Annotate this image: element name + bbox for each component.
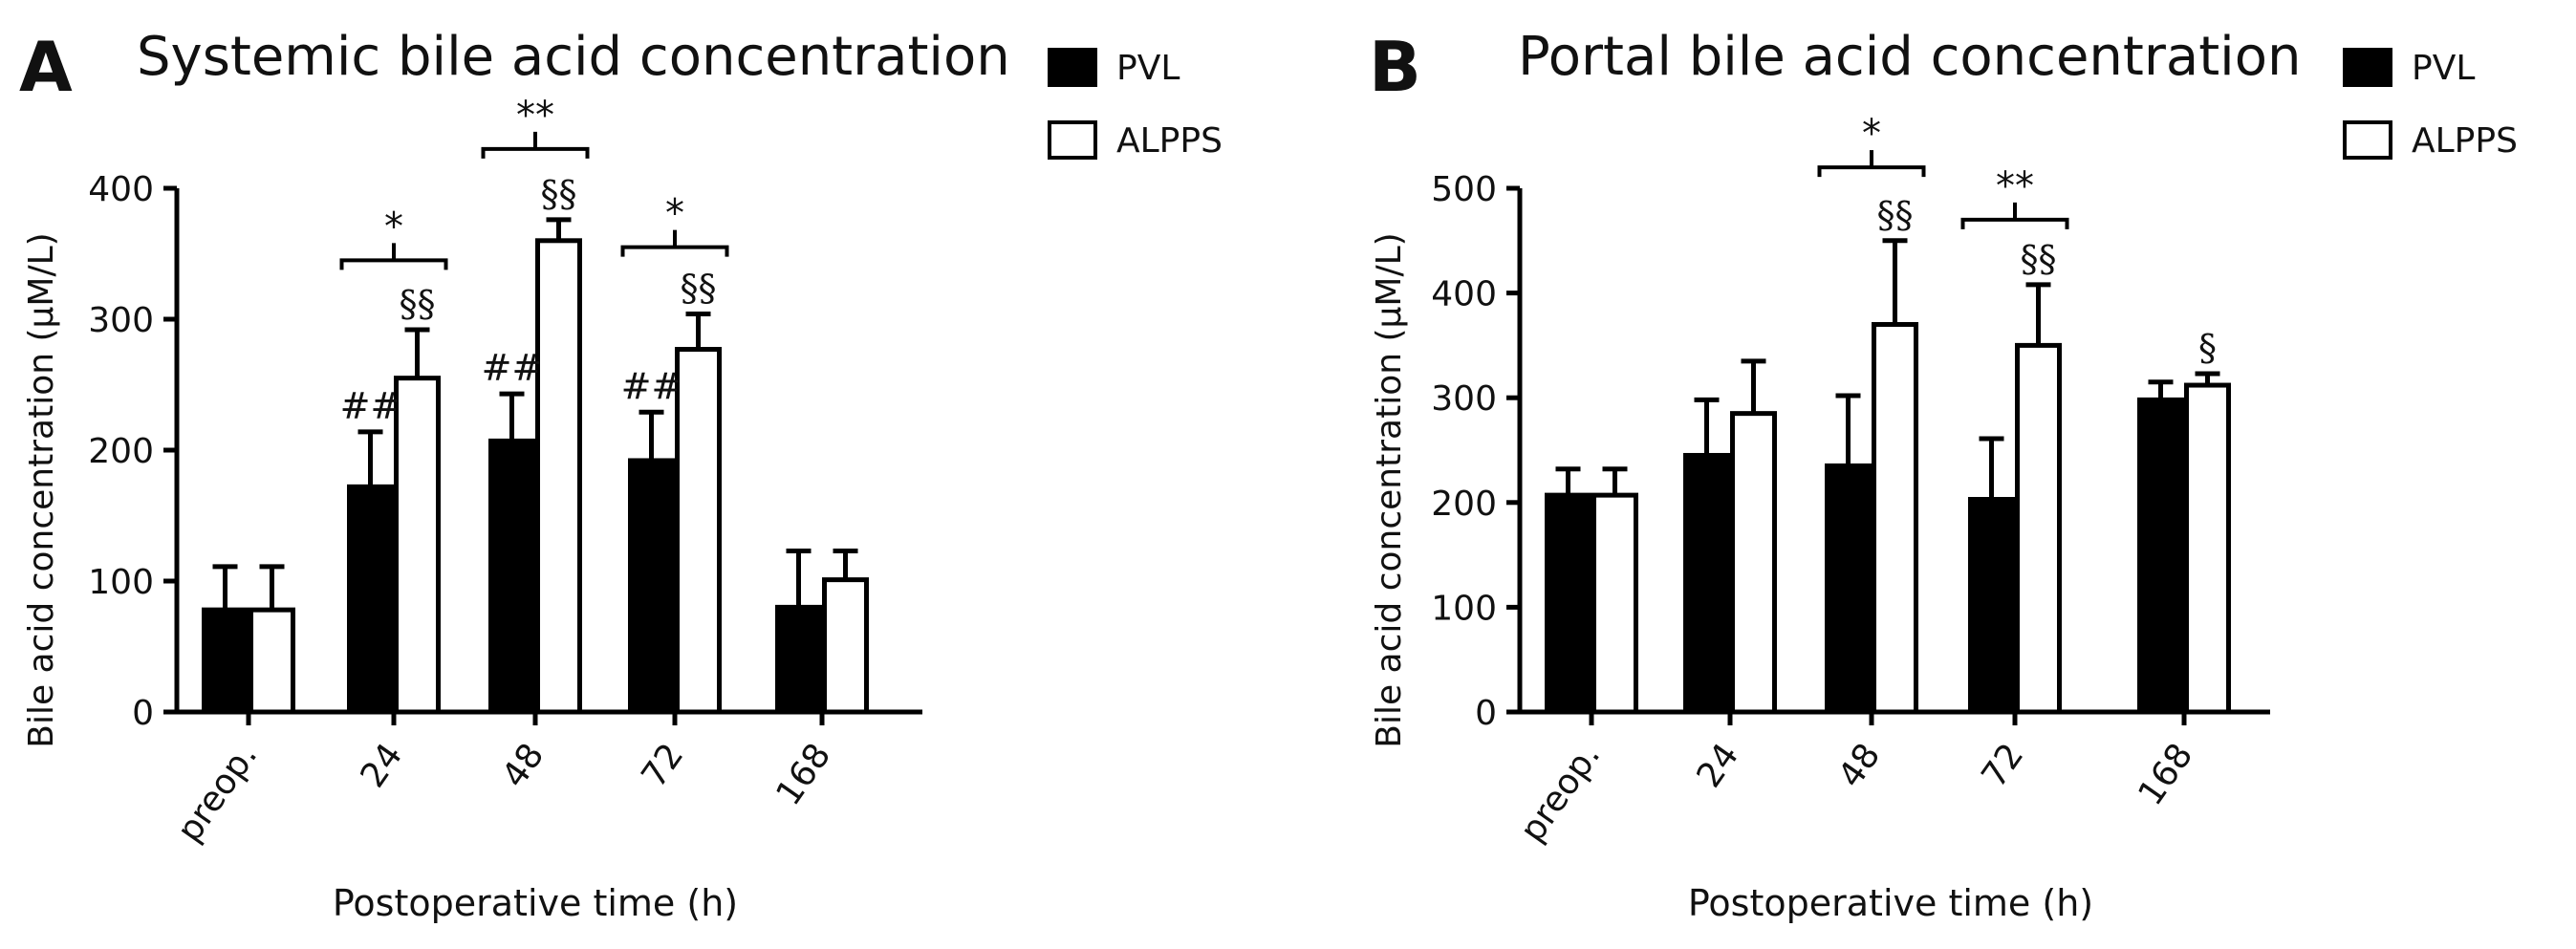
panel-b-y-axis-label: Bile acid concentration (μM/L) bbox=[1370, 232, 1409, 747]
significance-bracket bbox=[620, 245, 729, 257]
bar-pvl bbox=[775, 604, 822, 715]
bar-alpps bbox=[822, 577, 869, 715]
bar-alpps bbox=[394, 376, 441, 715]
x-tick-label: 48 bbox=[1831, 737, 1889, 795]
legend-label-alpps: ALPPS bbox=[1116, 121, 1223, 161]
panel-b-letter: B bbox=[1369, 27, 1421, 107]
y-tick-label: 300 bbox=[88, 301, 154, 340]
y-tick-label: 400 bbox=[1431, 275, 1497, 314]
x-tick-label: 72 bbox=[1975, 737, 2032, 795]
panel-a-title: Systemic bile acid concentration bbox=[137, 26, 1010, 88]
panel-b-x-axis-label: Postoperative time (h) bbox=[1688, 882, 2093, 924]
legend-swatch-pvl bbox=[1048, 48, 1097, 87]
bar-pvl bbox=[1683, 452, 1730, 715]
x-tick-label: 72 bbox=[635, 737, 692, 795]
significance-stars: * bbox=[665, 192, 684, 236]
bar-alpps bbox=[675, 347, 722, 715]
x-tick-label: preop. bbox=[1513, 737, 1609, 850]
legend-label-pvl: PVL bbox=[1116, 49, 1180, 88]
panel-a-chart: A Systemic bile acid concentration PVL A… bbox=[19, 26, 1223, 924]
bar-pvl bbox=[1968, 497, 2015, 715]
y-tick-label: 300 bbox=[1431, 379, 1497, 419]
x-tick-label: 24 bbox=[1690, 737, 1747, 795]
x-tick-label: 168 bbox=[2131, 737, 2200, 813]
bar-pvl bbox=[628, 458, 675, 715]
bar-alpps bbox=[1872, 321, 1918, 715]
significance-stars: ** bbox=[516, 94, 554, 138]
panel-a-legend: PVL ALPPS bbox=[1048, 48, 1223, 161]
y-tick-label: 100 bbox=[1431, 589, 1497, 628]
bar-alpps bbox=[1591, 492, 1638, 715]
significance-marker: §§ bbox=[541, 173, 577, 215]
significance-bracket bbox=[339, 258, 448, 270]
significance-bracket bbox=[481, 146, 590, 159]
y-tick-label: 500 bbox=[1431, 170, 1497, 209]
significance-marker: ## bbox=[482, 347, 543, 389]
legend-swatch-alpps bbox=[2343, 120, 2392, 160]
significance-marker: §§ bbox=[1877, 194, 1914, 236]
significance-marker: ## bbox=[621, 365, 682, 407]
significance-stars: * bbox=[1862, 112, 1881, 156]
x-tick-label: preop. bbox=[170, 737, 266, 850]
y-tick-label: 0 bbox=[132, 694, 154, 733]
bar-pvl bbox=[1825, 463, 1872, 715]
legend-swatch-pvl bbox=[2343, 48, 2392, 87]
significance-bracket bbox=[1960, 217, 2069, 229]
legend-swatch-alpps bbox=[1048, 120, 1097, 160]
panel-a-letter: A bbox=[19, 27, 73, 107]
bar-pvl bbox=[1545, 492, 1591, 715]
significance-marker: § bbox=[2198, 327, 2217, 369]
bar-alpps bbox=[1730, 411, 1777, 715]
significance-marker: ## bbox=[340, 385, 401, 427]
panel-b-title: Portal bile acid concentration bbox=[1518, 26, 2301, 88]
y-tick-label: 0 bbox=[1475, 694, 1497, 733]
bar-pvl bbox=[202, 607, 249, 715]
bar-alpps bbox=[249, 607, 295, 715]
bar-alpps bbox=[2184, 382, 2231, 715]
legend-label-pvl: PVL bbox=[2412, 49, 2475, 88]
significance-stars: ** bbox=[1996, 164, 2034, 208]
significance-bracket bbox=[1817, 165, 1926, 178]
panel-b-legend: PVL ALPPS bbox=[2343, 48, 2518, 161]
significance-stars: * bbox=[384, 205, 403, 248]
significance-marker: §§ bbox=[2021, 238, 2057, 280]
legend-label-alpps: ALPPS bbox=[2412, 121, 2518, 161]
y-tick-label: 400 bbox=[88, 170, 154, 209]
significance-marker: §§ bbox=[681, 268, 717, 310]
panel-b-chart: B Portal bile acid concentration PVL ALP… bbox=[1369, 26, 2518, 924]
panel-a-x-axis-label: Postoperative time (h) bbox=[333, 882, 738, 924]
bar-pvl bbox=[347, 484, 394, 715]
x-tick-label: 48 bbox=[495, 737, 552, 795]
bar-pvl bbox=[2137, 397, 2184, 715]
x-tick-label: 168 bbox=[768, 737, 838, 813]
bar-alpps bbox=[535, 238, 582, 715]
significance-marker: §§ bbox=[400, 283, 436, 325]
panel-a-y-axis-label: Bile acid concentration (μM/L) bbox=[22, 232, 61, 747]
bar-alpps bbox=[2015, 342, 2062, 715]
y-tick-label: 200 bbox=[88, 432, 154, 471]
bar-pvl bbox=[488, 438, 535, 715]
y-tick-label: 200 bbox=[1431, 485, 1497, 524]
y-tick-label: 100 bbox=[88, 563, 154, 602]
x-tick-label: 24 bbox=[354, 737, 411, 795]
